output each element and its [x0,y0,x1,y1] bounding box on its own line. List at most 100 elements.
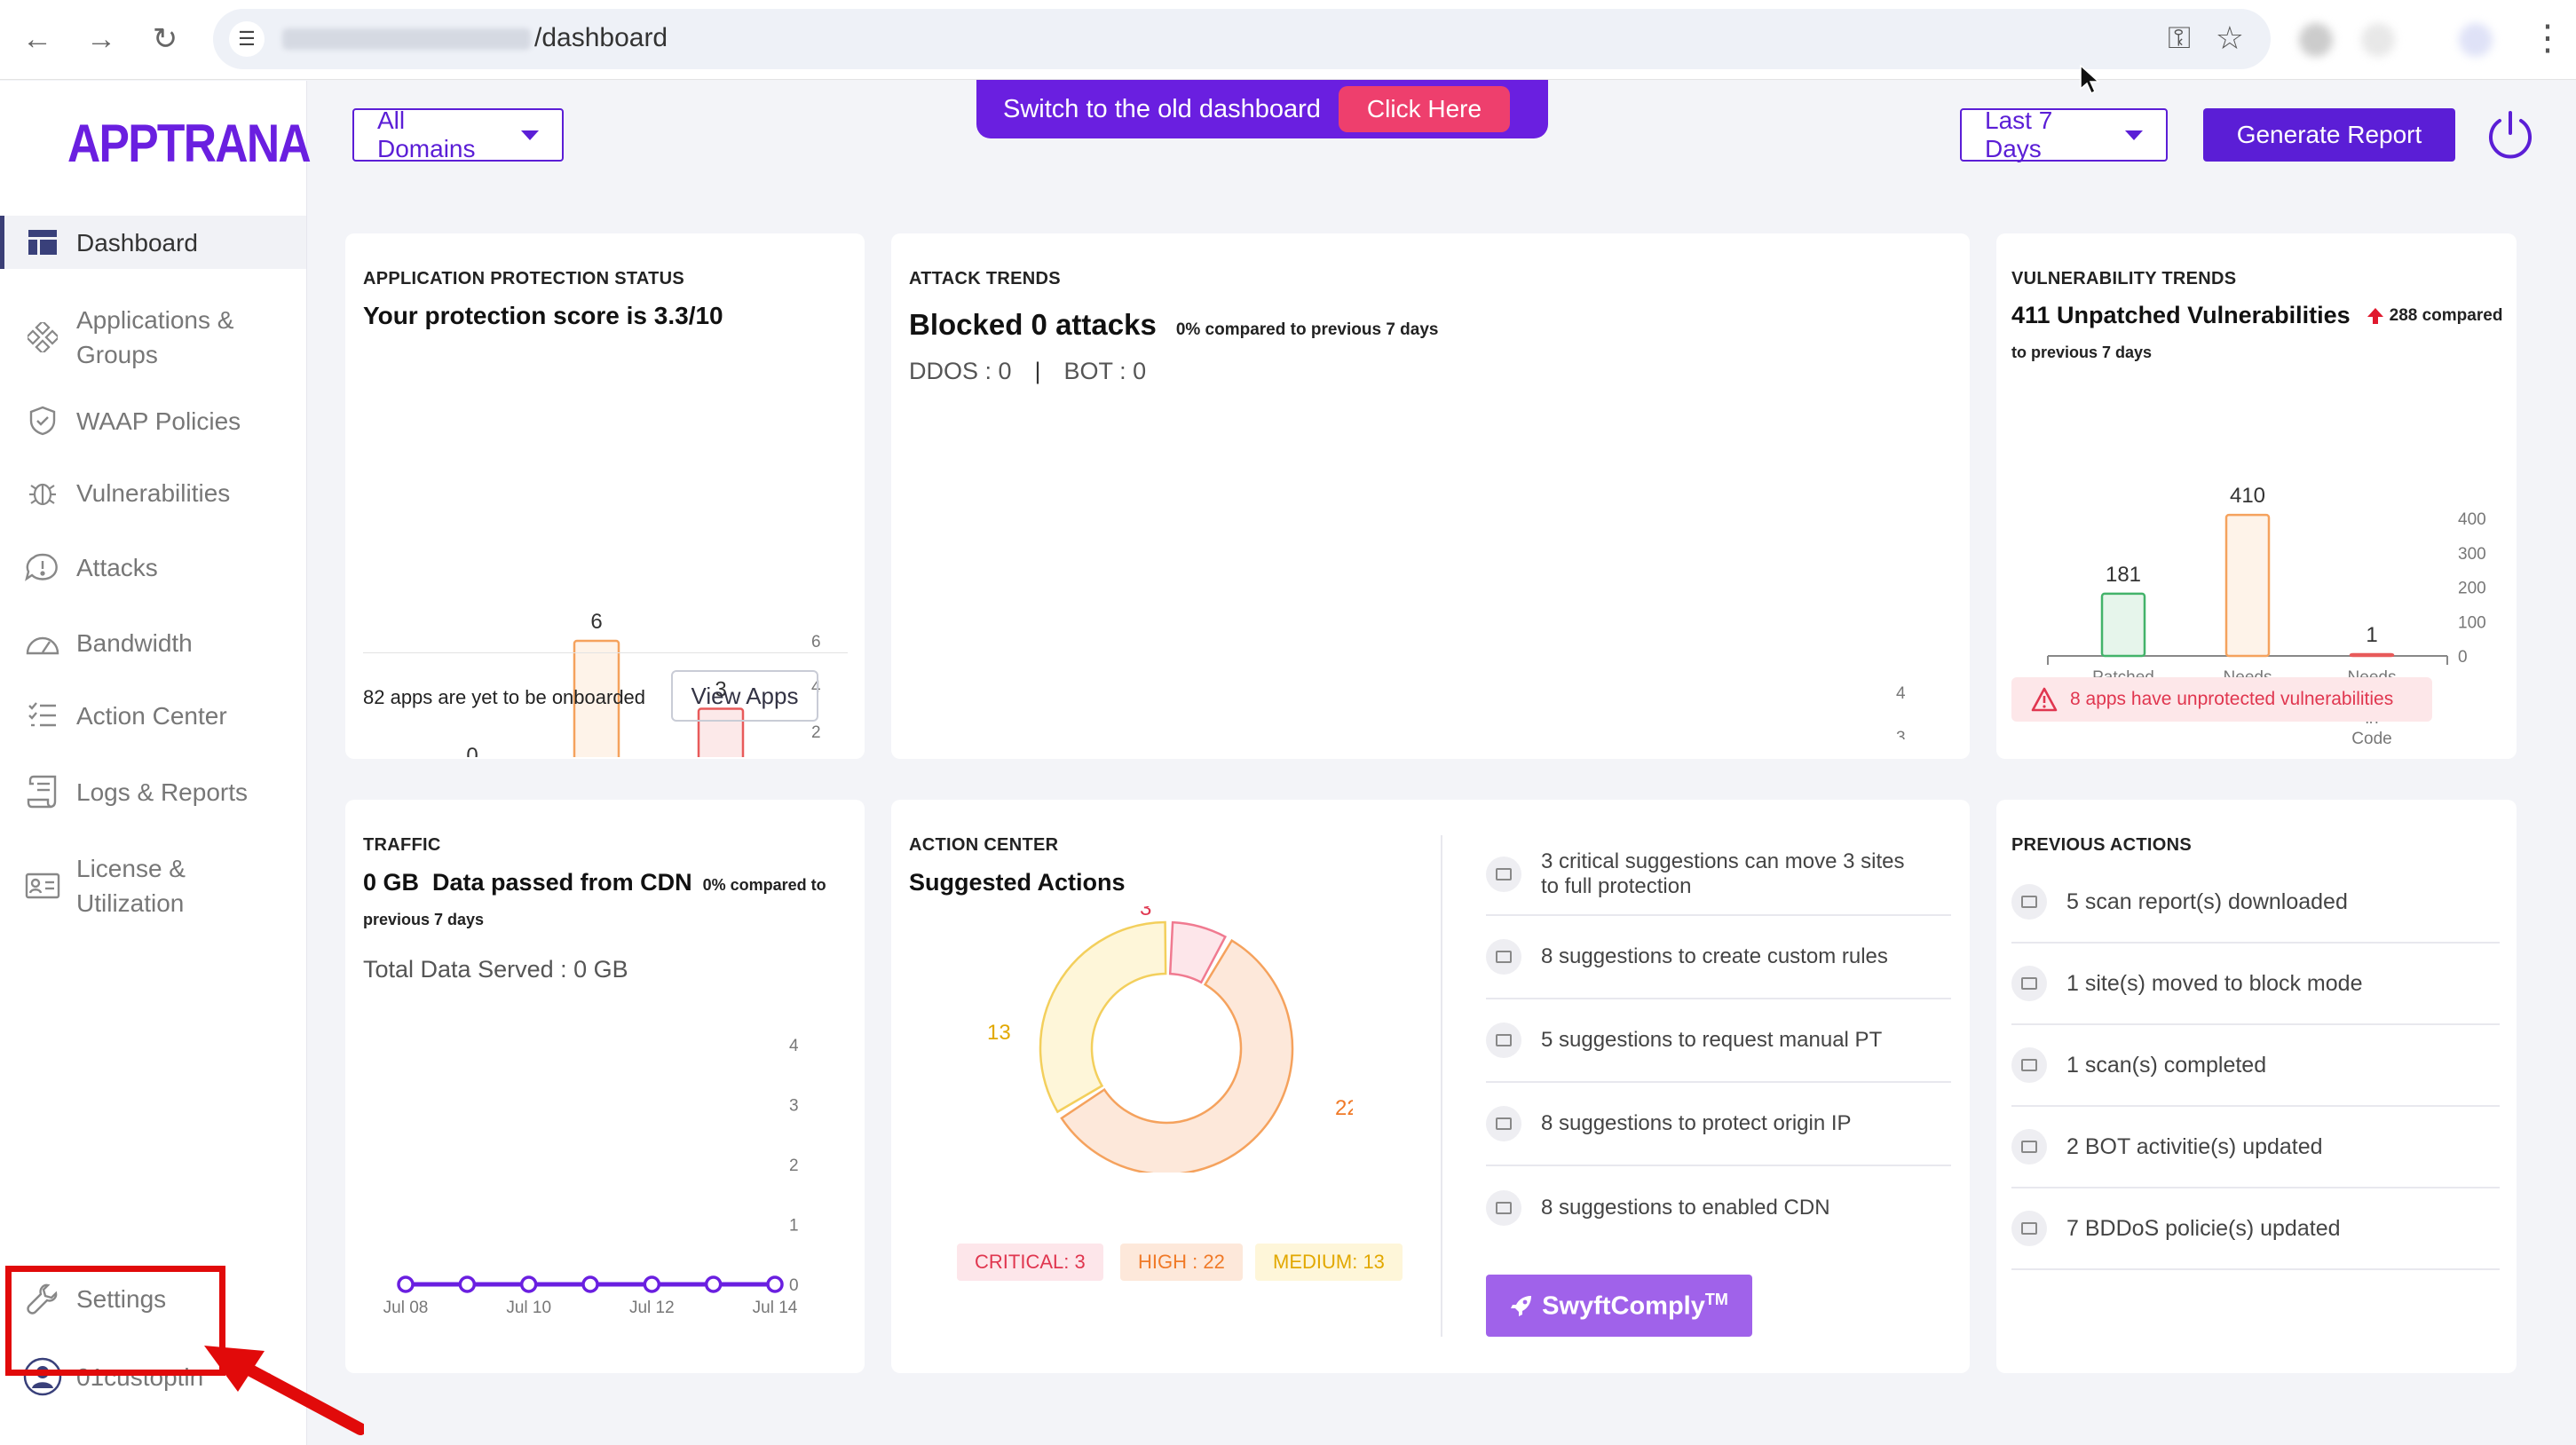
red-arrow-annotation [204,1346,364,1435]
sidebar-item-label: Bandwidth [76,628,193,657]
sidebar-item-waap-policies[interactable]: WAAP Policies [0,394,306,447]
sidebar-item-vulnerabilities[interactable]: Vulnerabilities [0,466,306,519]
applications-icon [23,318,62,357]
suggestion-icon [1486,857,1521,892]
onboarding-text: 82 apps are yet to be onboarded [363,686,646,708]
swyftcomply-button[interactable]: SwyftComplyTM [1486,1275,1752,1337]
click-here-button[interactable]: Click Here [1338,86,1511,132]
y-tick-label: 0 [2458,648,2468,667]
user-name: 01custoptin [76,1362,204,1391]
traffic-line-chart: 4 3 2 1 0 Jul 08 Jul 10 Jul 12 Jul 14 [383,1037,799,1317]
switch-dashboard-text: Switch to the old dashboard [1003,94,1321,123]
bar-value-label: 6 [590,610,602,634]
data-point [458,1275,477,1293]
site-settings-icon[interactable]: ☰ [229,21,265,57]
bar-value-label: 1 [2366,623,2377,647]
sidebar-item-label: Logs & Reports [76,778,248,806]
date-range-value: Last 7 Days [1985,107,2053,162]
y-tick-label: 2 [811,723,821,742]
suggested-actions-heading: Suggested Actions [909,869,1126,896]
action-log-icon [2011,966,2047,1001]
date-range-select[interactable]: Last 7 Days [1960,107,2168,162]
suggestion-text: 8 suggestions to protect origin IP [1541,1111,1852,1135]
dashboard-icon [23,223,62,262]
previous-action-item: 2 BOT activitie(s) updated [2011,1107,2500,1188]
caret-down-icon [521,130,539,140]
y-tick-label: 2 [789,1157,799,1175]
forward-icon[interactable]: → [86,21,116,56]
y-tick-label: 4 [811,678,821,697]
attack-headline-row: Blocked 0 attacks 0% compared to previou… [909,308,1438,342]
data-point [519,1275,538,1293]
sidebar-item-logs-reports[interactable]: Logs & Reports [0,765,306,818]
donut-slice [1060,938,1294,1173]
caret-down-icon [2125,130,2143,140]
password-key-icon[interactable]: ⚿ [2168,21,2191,55]
extension-icon[interactable] [2361,23,2395,57]
sidebar-item-settings[interactable]: Settings [0,1272,306,1325]
y-tick-label: 400 [2458,510,2486,529]
y-tick-label: 300 [2458,545,2486,564]
vuln-delta-text: 288 compared [2389,305,2503,325]
suggestion-item[interactable]: 8 suggestions to protect origin IP [1486,1083,1951,1166]
trademark-mark: TM [1704,1290,1728,1308]
bar-value-label: 181 [2106,563,2141,587]
traffic-compare-rest: previous 7 days [363,911,485,928]
sidebar-item-action-center[interactable]: Action Center [0,689,306,742]
data-point [704,1275,723,1293]
sidebar-item-attacks[interactable]: Attacks [0,541,306,594]
vuln-warning-text: 8 apps have unprotected vulnerabilities [2070,689,2394,709]
switch-dashboard-banner: Switch to the old dashboard Click Here [976,80,1548,138]
ddos-count: DDOS : 0 [909,358,1012,384]
previous-action-text: 1 site(s) moved to block mode [2066,970,2363,996]
previous-action-item: 5 scan report(s) downloaded [2011,862,2500,944]
donut-slice [1039,920,1167,1114]
bug-icon [23,473,62,512]
sidebar: APPTRANA Dashboard Applications & Groups… [0,81,312,1445]
traffic-headline-row: 0 GB Data passed from CDN 0% compared to [363,869,826,896]
domain-select[interactable]: All Domains [352,107,564,162]
medium-badge: MEDIUM: 13 [1255,1244,1403,1281]
previous-action-text: 5 scan report(s) downloaded [2066,888,2348,914]
vulnerability-trends-card: VULNERABILITY TRENDS 411 Unpatched Vulne… [1996,233,2517,759]
attack-compare: 0% compared to previous 7 days [1175,320,1439,339]
slice-value-label: 3 [1140,906,1151,920]
view-apps-button[interactable]: View Apps [671,670,818,722]
back-icon[interactable]: ← [22,21,52,56]
y-tick-label: 3 [789,1097,799,1116]
suggestion-item[interactable]: 8 suggestions to enabled CDN [1486,1166,1951,1250]
sidebar-item-applications[interactable]: Applications & Groups [0,297,306,377]
vuln-warning-banner[interactable]: 8 apps have unprotected vulnerabilities [2011,677,2432,722]
divider [363,652,848,653]
sidebar-item-license-utilization[interactable]: License & Utilization [0,846,306,926]
browser-menu-icon[interactable]: ⋮ [2530,19,2565,58]
bar-value-label: 0 [466,744,478,757]
sidebar-item-label: Dashboard [76,228,198,257]
y-tick-label: 1 [789,1217,799,1236]
address-bar[interactable]: ☰ /dashboard ⚿ ☆ [213,9,2271,69]
generate-report-button[interactable]: Generate Report [2203,108,2455,162]
action-log-icon [2011,884,2047,920]
reload-icon[interactable]: ↻ [152,22,178,56]
suggestion-item[interactable]: 5 suggestions to request manual PT [1486,999,1951,1083]
previous-action-item: 7 BDDoS policie(s) updated [2011,1188,2500,1270]
attack-trends-card: ATTACK TRENDS Blocked 0 attacks 0% compa… [891,233,1970,759]
power-icon[interactable] [2485,110,2535,160]
wrench-icon [23,1279,62,1318]
sidebar-item-bandwidth[interactable]: Bandwidth [0,616,306,669]
card-title: ACTION CENTER [909,835,1059,855]
extension-icon[interactable] [2299,23,2333,57]
suggestion-text: 3 critical suggestions can move 3 sites … [1541,849,1905,898]
sidebar-item-label: Applications & Groups [76,306,234,368]
suggestion-item[interactable]: 8 suggestions to create custom rules [1486,916,1951,999]
suggestion-icon [1486,1023,1521,1058]
bookmark-star-icon[interactable]: ☆ [2215,20,2244,56]
profile-avatar-icon[interactable] [2459,23,2493,57]
sidebar-item-dashboard[interactable]: Dashboard [0,216,306,269]
suggestion-item[interactable]: 3 critical suggestions can move 3 sites … [1486,834,1951,916]
previous-action-text: 2 BOT activitie(s) updated [2066,1133,2323,1159]
data-point [581,1275,599,1293]
vuln-headline: 411 Unpatched Vulnerabilities [2011,302,2351,328]
vuln-headline-row: 411 Unpatched Vulnerabilities 288 compar… [2011,302,2502,329]
highlight-box-annotation [5,1266,225,1376]
